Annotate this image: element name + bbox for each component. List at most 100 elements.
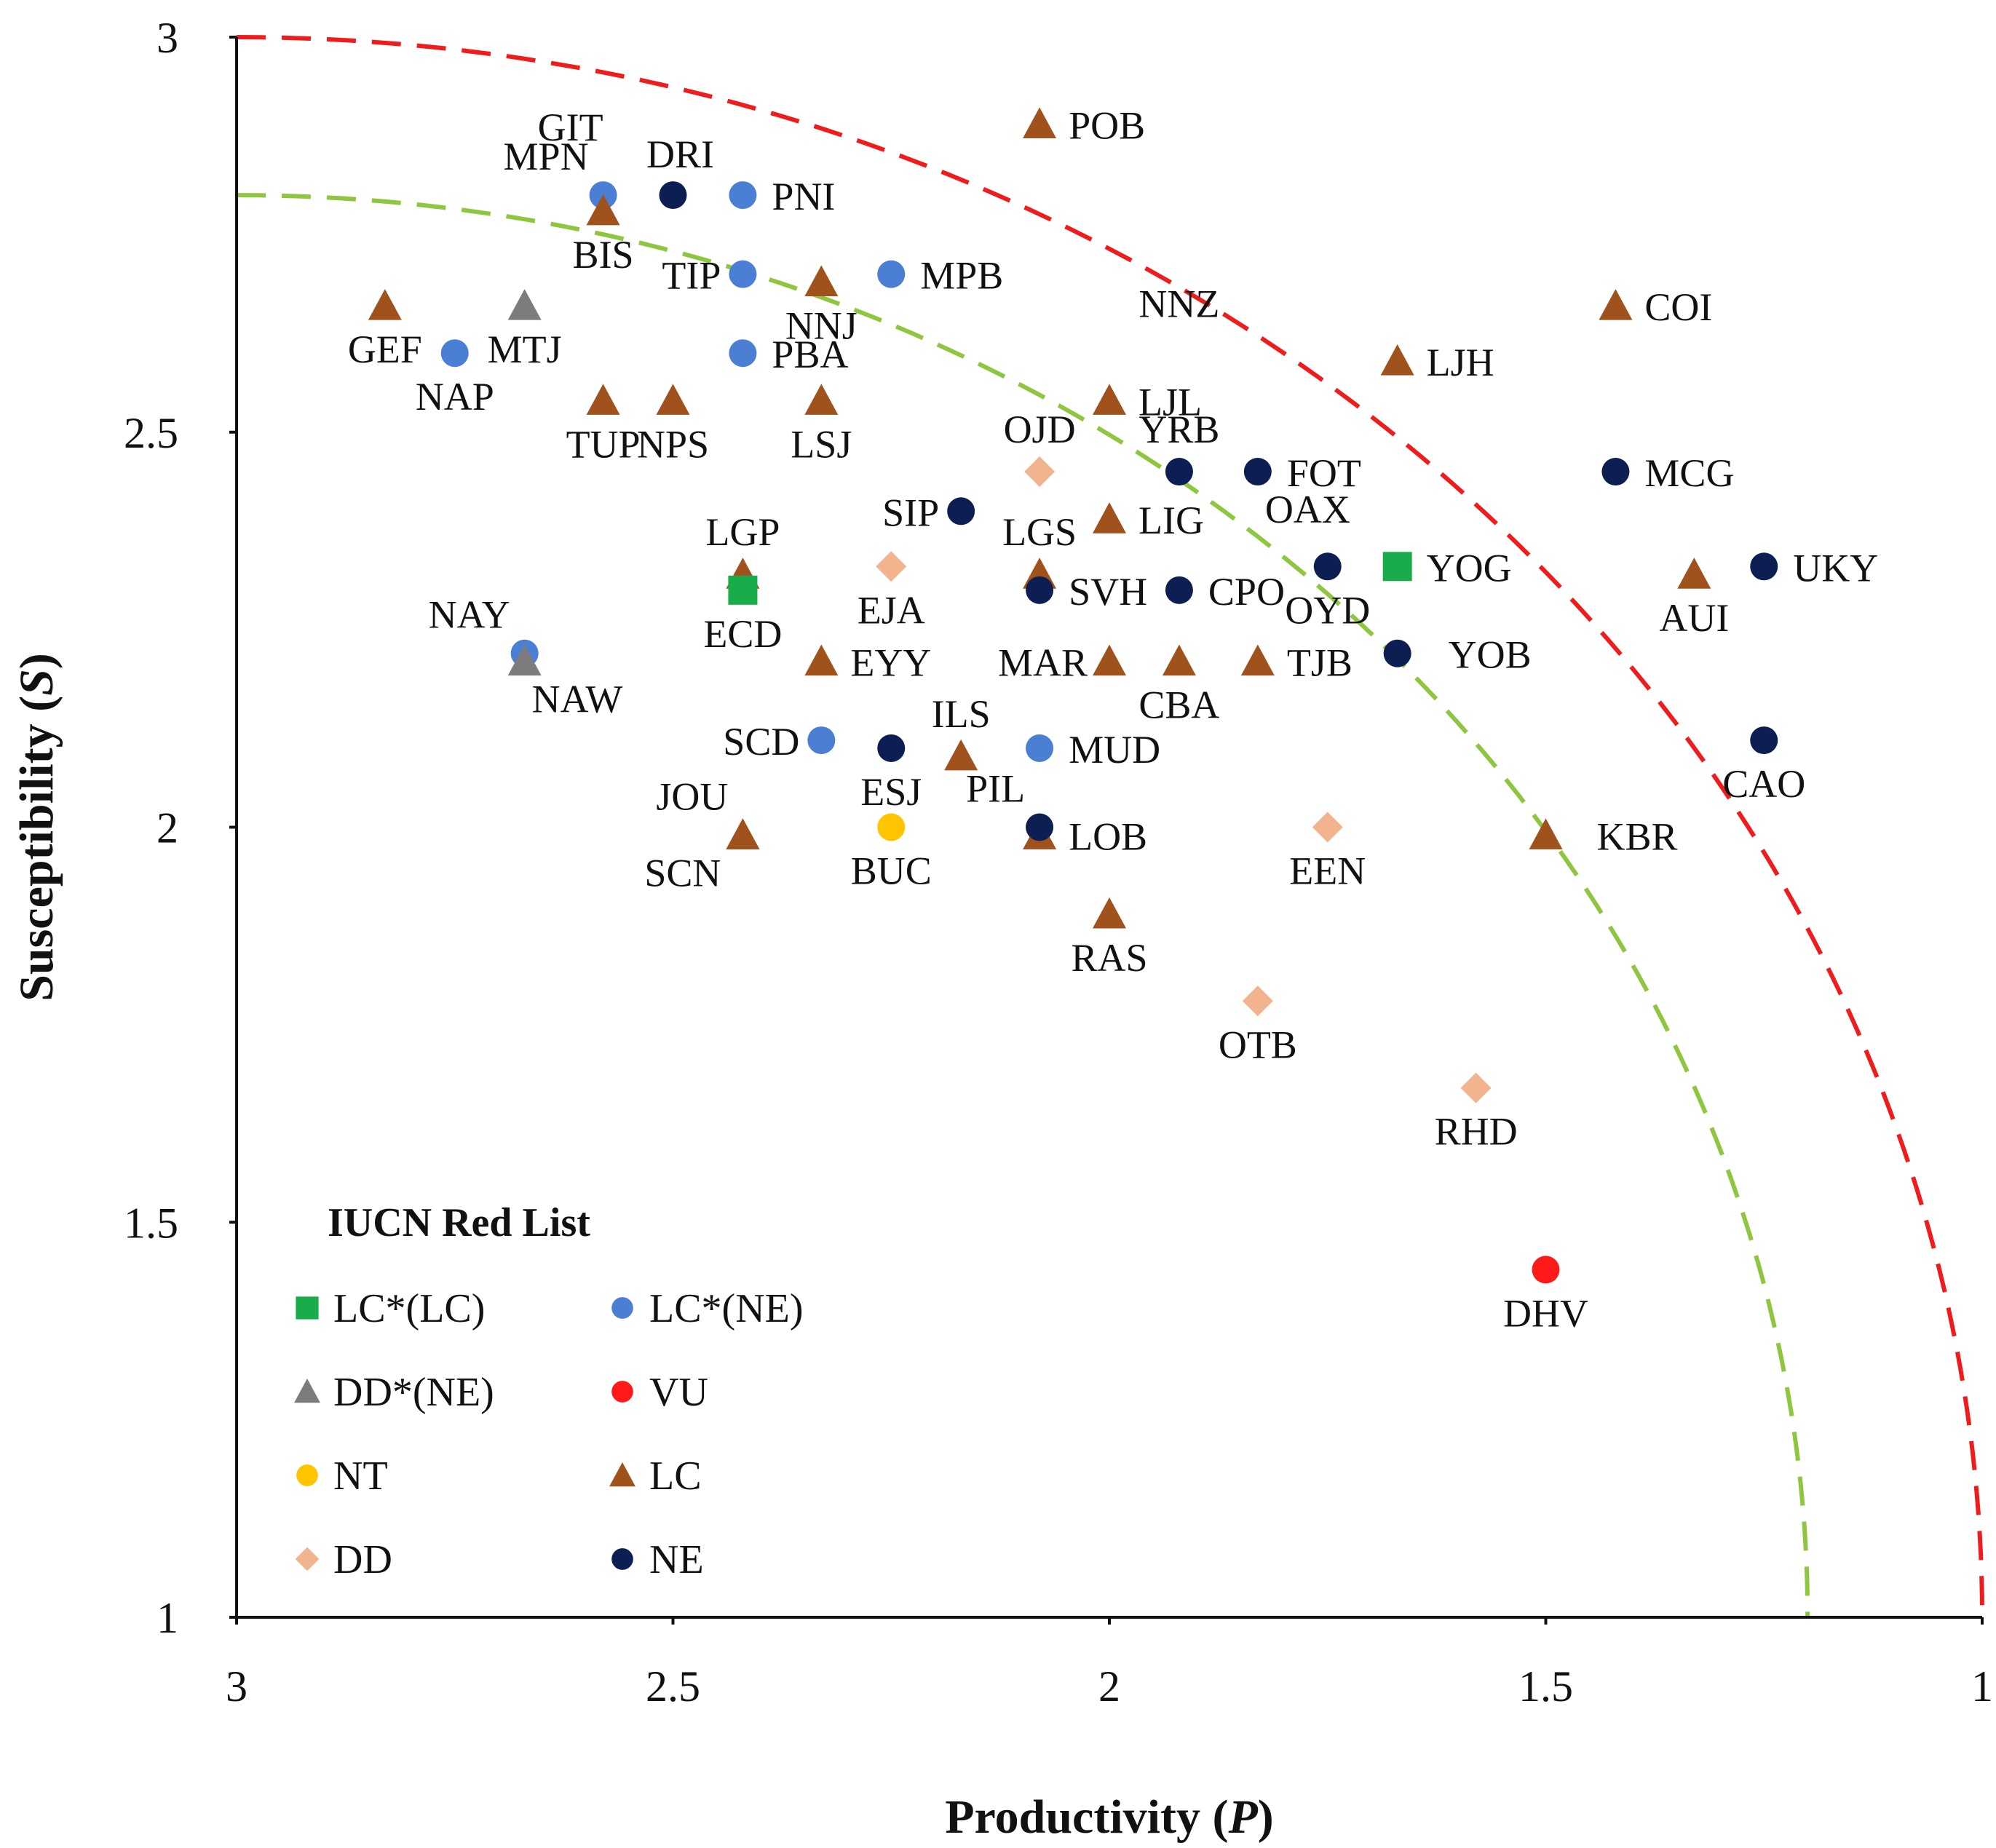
label-mud: MUD [1069,728,1160,772]
point-tip [729,260,757,288]
label-mtj: MTJ [488,328,562,371]
point-yog [1382,552,1412,582]
label-aui: AUI [1659,596,1729,640]
label-dhv: DHV [1503,1291,1588,1335]
point-otb [1242,986,1273,1017]
point-mud [1026,734,1054,762]
label-otb: OTB [1219,1023,1297,1066]
point-pob [1023,107,1057,138]
label-yob: YOB [1449,633,1532,677]
point-tup [586,384,620,415]
inner-boundary-curve [236,193,1810,1618]
point-ils [944,739,978,771]
label-nnz: NNZ [1138,282,1219,325]
label-lsj: LSJ [791,422,852,466]
point-cao [1750,726,1778,755]
point-svh [1026,576,1054,604]
point-mcg [1601,458,1630,486]
point-een [1312,812,1343,843]
y-tick-label: 2.5 [124,409,178,457]
point-mtj [507,289,542,320]
label-gef: GEF [348,328,422,371]
x-axis-title-text: Productivity [945,1791,1200,1844]
boundary-curves [236,35,1984,1618]
label-lob: LOB [1069,814,1147,858]
point-pil [1026,813,1054,841]
point-pba [729,339,757,368]
legend-label-lc-lc: LC*(LC) [333,1286,485,1331]
point-uky [1750,552,1778,581]
ticks: 3 2.5 2 1.5 1 1 1.5 2 2.5 3 [124,14,1993,1710]
outer-boundary-curve [236,35,1984,1618]
legend-label-vu: VU [649,1370,708,1415]
point-scd [807,726,836,755]
point-lig [1093,502,1126,534]
label-git: GIT [538,106,603,149]
point-dri [659,181,687,210]
y-tick-label: 1.5 [124,1199,178,1247]
legend-label-ne: NE [649,1537,704,1582]
point-tjb [1240,644,1275,676]
x-tick-label: 3 [226,1662,247,1710]
label-ecd: ECD [703,612,782,656]
label-nap: NAP [416,375,494,419]
point-rhd [1460,1072,1492,1103]
label-ras: RAS [1071,936,1147,980]
label-tip: TIP [662,254,721,298]
legend-marker-nt [296,1464,318,1486]
point-oyd [1313,552,1342,581]
label-tup: TUP [566,422,641,466]
legend-item-nt: NT [296,1454,388,1499]
legend-label-lc: LC [649,1454,702,1499]
point-yob [1383,639,1411,667]
point-nap [440,339,469,368]
point-ljh [1380,344,1414,376]
legend: IUCN Red List LC*(LC) LC*(NE) DD*(NE) VU NT L… [294,1200,804,1582]
point-eja [876,551,907,582]
point-lsj [804,384,839,415]
label-pba: PBA [772,333,848,376]
point-nps [656,384,690,415]
label-scd: SCD [723,720,799,764]
label-coi: COI [1644,285,1712,329]
label-mpb: MPB [920,254,1003,298]
x-tick-label: 1 [1971,1662,1993,1710]
legend-item-lc-ne-: LC*(NE) [611,1286,804,1331]
label-cpo: CPO [1208,570,1285,614]
point-kbr [1529,818,1563,849]
label-dri: DRI [646,132,714,176]
label-pni: PNI [772,175,835,218]
point-gef [368,289,402,320]
point-ecd [728,575,758,605]
label-eyy: EYY [850,641,931,685]
label-naw: NAW [532,678,623,721]
label-nps: NPS [637,422,709,466]
point-pni [729,181,757,210]
label-mpn: MPN [504,135,589,178]
label-buc: BUC [851,849,932,893]
point-nnj [804,265,839,297]
x-axis-title: Productivity (P) [945,1791,1274,1844]
label-oax: OAX [1265,488,1350,531]
label-svh: SVH [1069,570,1147,614]
point-buc [877,813,906,841]
label-uky: UKY [1793,546,1878,590]
x-tick-label: 1.5 [1518,1662,1573,1710]
y-axis-title-var: S [10,669,63,696]
label-ils: ILS [932,692,991,736]
label-kbr: KBR [1597,814,1678,858]
point-coi [1599,289,1633,320]
x-tick-label: 2 [1098,1662,1120,1710]
point-ljl [1093,384,1126,415]
y-tick-label: 2 [157,804,178,852]
label-lig: LIG [1138,499,1204,542]
y-tick-label: 3 [157,14,178,62]
legend-marker-lc [609,1462,635,1487]
legend-marker-dd [295,1547,320,1571]
point-fot [1243,458,1272,486]
x-tick-label: 2.5 [646,1662,700,1710]
label-pob: POB [1069,103,1145,147]
legend-item-lc-lc-: LC*(LC) [296,1286,485,1331]
label-eja: EJA [858,588,925,632]
